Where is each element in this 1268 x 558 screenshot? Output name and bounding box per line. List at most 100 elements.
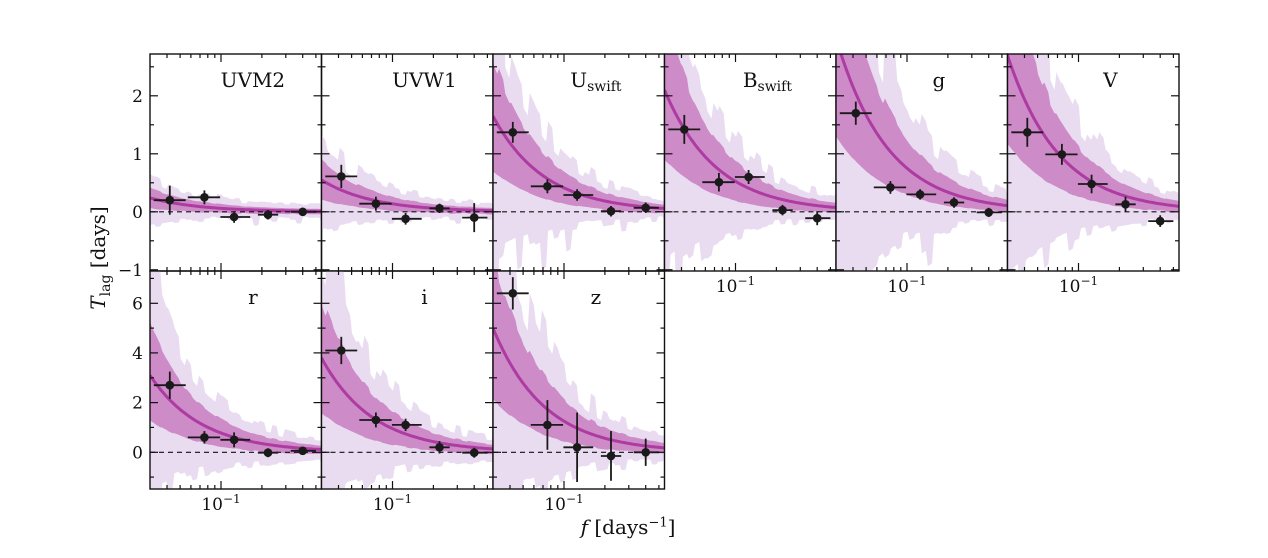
lag-data-point: [371, 415, 381, 425]
median-lag-curve: [321, 357, 493, 451]
lag-data-point: [508, 128, 518, 137]
panel-B_swift-plot-area: [664, 54, 836, 271]
panel-r: r 0 2 4 6 10−1: [132, 270, 323, 515]
panel-ticks: [836, 54, 1008, 271]
panel-r-plot-area: [150, 271, 322, 489]
outer-credible-band: [493, 54, 665, 271]
lag-data-point: [606, 206, 616, 216]
y-axis-variable: T: [86, 296, 110, 310]
outer-credible-band: [664, 54, 836, 271]
lag-data-point: [949, 198, 959, 207]
lag-data-point: [401, 420, 410, 430]
data-points-B_swift: [668, 114, 831, 226]
lag-data-point: [263, 448, 273, 458]
median-lag-curve: [664, 89, 836, 209]
panel-border: [492, 270, 666, 490]
lag-data-point: [606, 451, 616, 461]
lag-data-point: [851, 108, 861, 118]
band-label-UVM2: UVM2: [221, 68, 286, 92]
lag-data-point: [543, 420, 552, 430]
inner-credible-band: [150, 187, 322, 215]
data-points-g: [839, 101, 1002, 217]
inner-credible-band: [836, 54, 1008, 212]
x-tick-label: 10−1: [544, 492, 583, 515]
lag-data-point: [200, 433, 209, 442]
x-axis-unit-open: [days: [587, 515, 649, 539]
panel-ticks: [664, 54, 836, 271]
panel-z: z 10−1: [492, 270, 666, 515]
x-axis-unit-exponent: −1: [648, 515, 668, 531]
panel-UVW1: UVW1: [320, 53, 494, 272]
y-tick-label: 2: [132, 87, 143, 107]
lag-data-point: [298, 446, 308, 456]
panel-z-plot-area: [493, 271, 665, 489]
lag-data-point: [508, 289, 518, 298]
lag-data-point: [915, 190, 925, 199]
lag-data-point: [371, 199, 381, 208]
lag-data-point: [680, 125, 689, 134]
panel-border: [1006, 53, 1180, 272]
inner-credible-band: [150, 322, 322, 454]
lag-data-point: [1057, 150, 1067, 159]
y-tick-label: 1: [132, 145, 143, 165]
lag-data-point: [744, 172, 753, 182]
lag-data-point: [263, 210, 273, 219]
data-points-r: [153, 371, 316, 458]
y-axis-unit: [days]: [86, 206, 110, 275]
panel-UVM2: UVM2 −1 0 1 2: [118, 53, 323, 281]
lag-data-point: [572, 190, 582, 200]
median-lag-curve: [321, 178, 493, 213]
band-label-g: g: [932, 68, 945, 92]
panel-ticks: [321, 271, 493, 489]
y-axis-label: Tlag [days]: [86, 206, 114, 309]
x-axis-variable: f: [580, 515, 588, 539]
panel-g: g 10−1: [835, 53, 1009, 297]
band-label-r: r: [248, 285, 258, 309]
panel-U_swift: Uswift: [492, 53, 666, 272]
lag-data-point: [200, 193, 209, 202]
panel-V-plot-area: [1007, 54, 1179, 271]
lag-data-point: [229, 212, 239, 222]
panel-i-plot-area: [321, 271, 493, 489]
lag-data-point: [886, 183, 895, 192]
lag-data-point: [229, 435, 239, 445]
lag-data-point: [337, 346, 346, 355]
lag-data-point: [469, 448, 479, 458]
band-label-UVW1: UVW1: [392, 68, 457, 92]
data-points-i: [325, 336, 488, 458]
panel-V: V 10−1: [1006, 53, 1180, 297]
y-tick-label: 4: [132, 344, 143, 364]
lag-data-point: [778, 205, 787, 215]
lag-data-point: [435, 443, 444, 452]
data-points-UVM2: [153, 185, 316, 223]
x-tick-label: 10−1: [716, 274, 755, 297]
band-label-B_swift: Bswift: [743, 68, 793, 95]
inner-credible-band: [1007, 54, 1179, 213]
y-tick-label: −1: [118, 261, 143, 281]
lag-data-point: [714, 177, 724, 187]
x-axis-label: f [days−1]: [581, 515, 676, 539]
median-lag-curve: [839, 54, 1008, 208]
lag-data-point: [572, 443, 582, 452]
lag-data-point: [165, 195, 175, 205]
lag-data-point: [543, 182, 552, 191]
panel-UVW1-plot-area: [321, 134, 493, 233]
inner-credible-band: [664, 54, 836, 213]
data-points-U_swift: [496, 121, 659, 217]
x-tick-label: 10−1: [1059, 274, 1098, 297]
inner-credible-band: [321, 304, 493, 455]
panel-ticks: [1007, 54, 1179, 271]
lag-data-point: [1023, 128, 1032, 137]
lag-data-point: [812, 213, 822, 223]
y-tick-label: 6: [132, 294, 143, 314]
data-points-UVW1: [325, 164, 488, 233]
band-label-U_swift: Uswift: [570, 68, 622, 95]
lag-data-point: [1155, 216, 1165, 226]
y-tick-label: 0: [132, 203, 143, 223]
data-points-V: [1011, 117, 1174, 227]
panel-B_swift: Bswift 10−1: [663, 53, 837, 297]
lag-data-point: [165, 380, 175, 390]
lag-data-point: [641, 203, 650, 213]
